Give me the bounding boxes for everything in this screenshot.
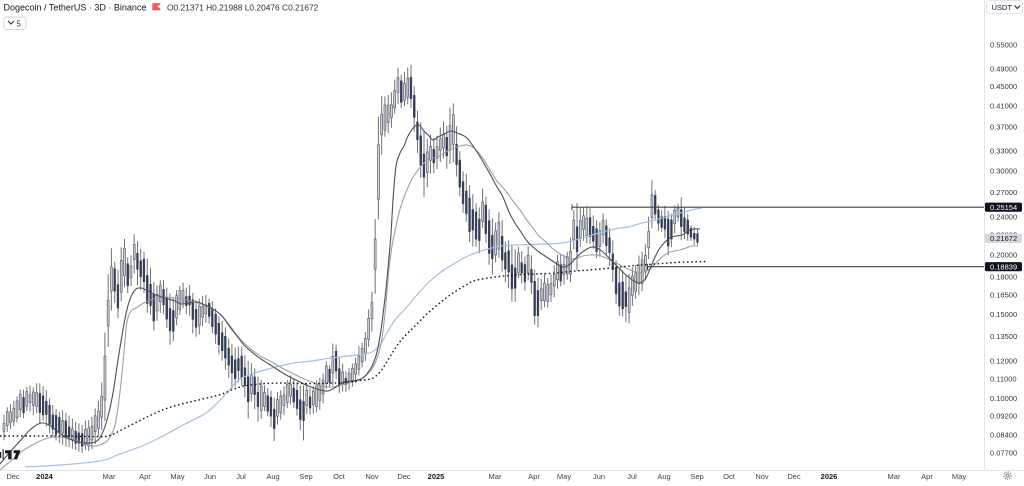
svg-text:Aug: Aug bbox=[657, 472, 670, 481]
svg-text:May: May bbox=[952, 472, 966, 481]
svg-text:Apr: Apr bbox=[921, 472, 933, 481]
svg-text:0.25154: 0.25154 bbox=[990, 203, 1017, 212]
svg-text:0.15000: 0.15000 bbox=[990, 310, 1017, 319]
svg-text:USDT: USDT bbox=[992, 3, 1013, 12]
svg-text:Mar: Mar bbox=[103, 472, 116, 481]
svg-text:2026: 2026 bbox=[821, 472, 838, 481]
svg-text:0.11000: 0.11000 bbox=[990, 375, 1017, 384]
svg-text:0.27000: 0.27000 bbox=[990, 188, 1017, 197]
svg-text:0.41000: 0.41000 bbox=[990, 101, 1017, 110]
svg-text:Nov: Nov bbox=[755, 472, 769, 481]
svg-text:0.37000: 0.37000 bbox=[990, 123, 1017, 132]
svg-text:0.08400: 0.08400 bbox=[990, 430, 1017, 439]
svg-text:Dogecoin / TetherUS · 3D · Bin: Dogecoin / TetherUS · 3D · Binance bbox=[4, 3, 147, 13]
svg-text:0.49000: 0.49000 bbox=[990, 64, 1017, 73]
svg-text:O0.21371 H0.21988 L0.20476 C0.: O0.21371 H0.21988 L0.20476 C0.21672 bbox=[167, 3, 319, 13]
svg-text:Jun: Jun bbox=[593, 472, 605, 481]
svg-text:0.07700: 0.07700 bbox=[990, 449, 1017, 458]
svg-text:0.30000: 0.30000 bbox=[990, 166, 1017, 175]
svg-text:0.16500: 0.16500 bbox=[990, 290, 1017, 299]
svg-text:0.21672: 0.21672 bbox=[990, 234, 1017, 243]
svg-text:0.20000: 0.20000 bbox=[990, 250, 1017, 259]
svg-text:0.18000: 0.18000 bbox=[990, 272, 1017, 281]
svg-text:0.09200: 0.09200 bbox=[990, 412, 1017, 421]
svg-text:Dec: Dec bbox=[787, 472, 801, 481]
svg-text:0.55000: 0.55000 bbox=[990, 40, 1017, 49]
svg-text:Dec: Dec bbox=[397, 472, 411, 481]
svg-text:0.33000: 0.33000 bbox=[990, 147, 1017, 156]
svg-text:2025: 2025 bbox=[428, 472, 445, 481]
svg-text:5: 5 bbox=[17, 19, 22, 28]
svg-text:Sep: Sep bbox=[690, 472, 703, 481]
svg-text:Sep: Sep bbox=[299, 472, 312, 481]
svg-text:Nov: Nov bbox=[365, 472, 379, 481]
svg-text:0.18839: 0.18839 bbox=[990, 262, 1017, 271]
svg-text:Mar: Mar bbox=[489, 472, 502, 481]
svg-text:Jul: Jul bbox=[627, 472, 637, 481]
svg-text:0.24000: 0.24000 bbox=[990, 213, 1017, 222]
svg-text:May: May bbox=[170, 472, 184, 481]
svg-text:0.45000: 0.45000 bbox=[990, 82, 1017, 91]
svg-text:Oct: Oct bbox=[333, 472, 346, 481]
svg-text:0.13500: 0.13500 bbox=[990, 332, 1017, 341]
svg-text:Apr: Apr bbox=[528, 472, 540, 481]
svg-text:May: May bbox=[557, 472, 571, 481]
svg-text:Mar: Mar bbox=[888, 472, 901, 481]
svg-text:0.12000: 0.12000 bbox=[990, 356, 1017, 365]
svg-text:Apr: Apr bbox=[139, 472, 151, 481]
svg-text:Aug: Aug bbox=[266, 472, 279, 481]
svg-text:Dec: Dec bbox=[6, 472, 20, 481]
svg-text:Oct: Oct bbox=[723, 472, 736, 481]
svg-text:0.10000: 0.10000 bbox=[990, 394, 1017, 403]
svg-text:2024: 2024 bbox=[36, 472, 54, 481]
svg-text:Jul: Jul bbox=[236, 472, 246, 481]
svg-text:Jun: Jun bbox=[204, 472, 216, 481]
